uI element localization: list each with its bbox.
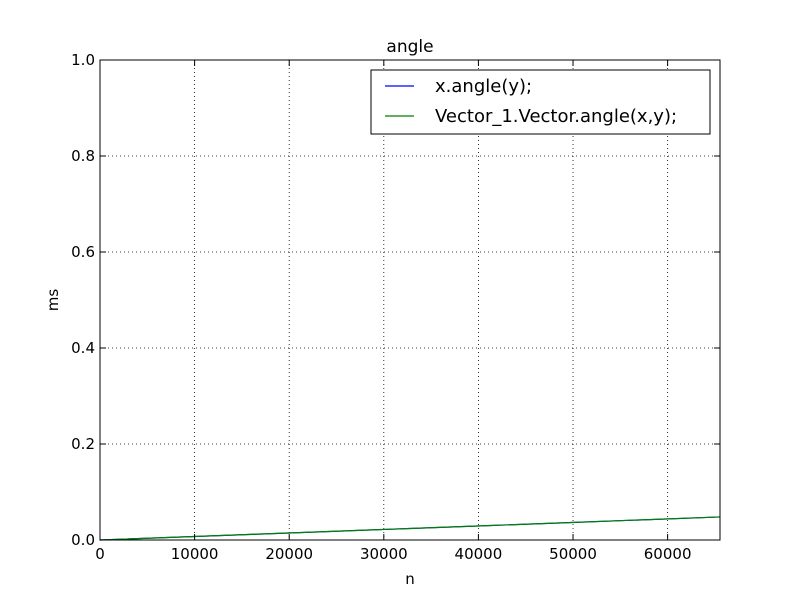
axis-ticks (99, 59, 720, 541)
series-line-vector-angle (99, 516, 721, 541)
chart-title: angle (386, 37, 433, 57)
plot-area (100, 60, 720, 540)
x-tick-label: 50000 (549, 545, 597, 563)
y-tick-label: 0.4 (71, 339, 95, 357)
plot-frame (99, 59, 721, 541)
grid (100, 60, 720, 540)
legend-box (370, 69, 711, 135)
y-axis-label: ms (44, 289, 62, 312)
y-tick-label: 0.2 (71, 435, 95, 453)
legend-label-vector-angle: Vector_1.Vector.angle(x,y); (435, 106, 677, 127)
series-lines (99, 516, 721, 541)
x-axis-label: n (405, 570, 415, 588)
y-tick-label: 1.0 (71, 51, 95, 69)
y-tick-label: 0.8 (71, 147, 95, 165)
x-tick-label: 30000 (360, 545, 408, 563)
x-tick-labels: 0 10000 20000 30000 40000 50000 60000 (95, 545, 691, 563)
y-tick-label: 0.0 (71, 531, 95, 549)
legend-label-x-angle: x.angle(y); (435, 76, 532, 97)
y-tick-label: 0.6 (71, 243, 95, 261)
x-tick-label: 10000 (171, 545, 219, 563)
x-tick-label: 60000 (644, 545, 692, 563)
y-tick-labels: 0.0 0.2 0.4 0.6 0.8 1.0 (71, 51, 95, 549)
legend: x.angle(y); Vector_1.Vector.angle(x,y); (370, 69, 711, 135)
x-tick-label: 0 (95, 545, 105, 563)
x-tick-label: 20000 (265, 545, 313, 563)
x-tick-label: 40000 (455, 545, 503, 563)
